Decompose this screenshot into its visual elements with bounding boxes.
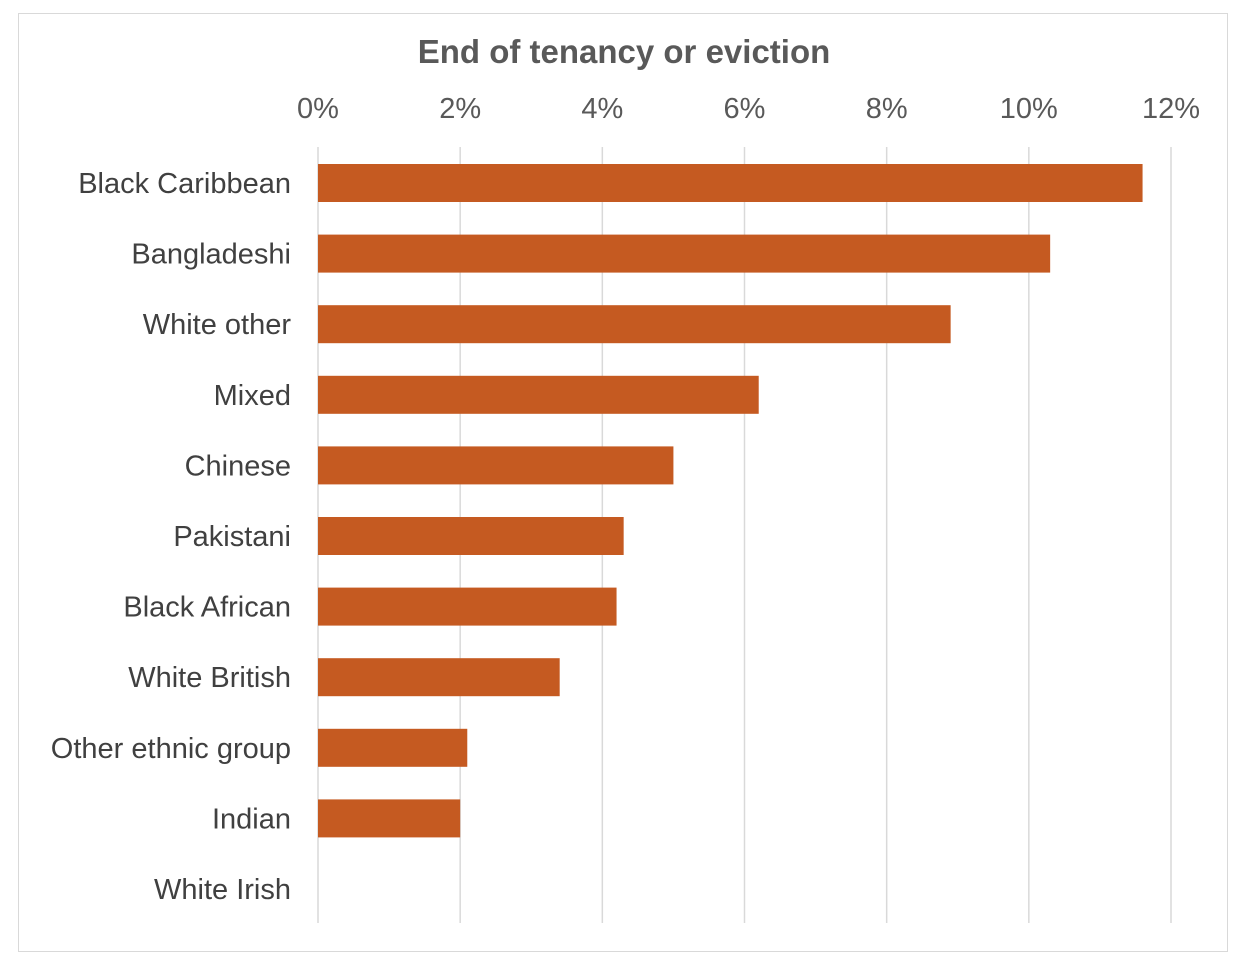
bar: [318, 658, 560, 697]
category-label: Black African: [123, 592, 291, 624]
category-label: Bangladeshi: [131, 239, 291, 271]
x-tick-label: 2%: [439, 93, 481, 125]
x-tick-label: 6%: [724, 93, 766, 125]
x-tick-label: 10%: [1000, 93, 1058, 125]
category-label: Other ethnic group: [51, 733, 291, 765]
x-axis-ticks: 0% 2% 4% 6% 8% 10% 12%: [297, 93, 1200, 125]
category-label: White Irish: [154, 874, 291, 906]
bar: [318, 446, 674, 485]
category-label: Indian: [212, 803, 291, 835]
category-label: Mixed: [214, 380, 291, 412]
category-labels: Black Caribbean Bangladeshi White other Mix…: [51, 168, 292, 906]
gridlines: [317, 147, 1172, 923]
x-tick-label: 4%: [581, 93, 623, 125]
category-label: Pakistani: [173, 521, 291, 553]
category-label: White other: [143, 309, 292, 341]
bar: [318, 517, 624, 555]
bar: [318, 305, 951, 344]
bar: [318, 234, 1051, 273]
bars: [318, 164, 1143, 838]
x-tick-label: 12%: [1142, 93, 1200, 125]
x-tick-label: 0%: [297, 93, 339, 125]
chart-title: End of tenancy or eviction: [418, 33, 831, 70]
bar: [318, 164, 1143, 202]
x-tick-label: 8%: [866, 93, 908, 125]
bar: [318, 587, 617, 626]
bar: [318, 728, 468, 767]
category-label: White British: [128, 662, 291, 694]
category-label: Black Caribbean: [78, 168, 291, 200]
category-label: Chinese: [185, 450, 291, 482]
bar: [318, 799, 461, 838]
bar: [318, 375, 759, 414]
